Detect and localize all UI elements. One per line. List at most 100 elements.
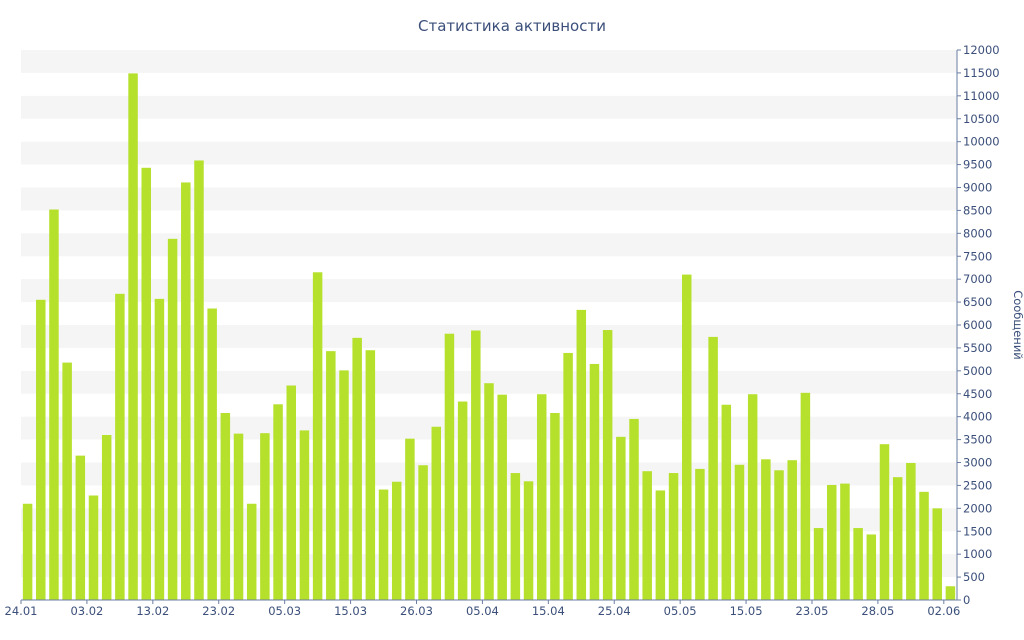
- grid-band: [21, 279, 957, 303]
- y-tick-labels: 0 500 1000 1500 2000 2500 3000 3500 4000 4500 5000…: [957, 43, 1000, 607]
- bar: [642, 471, 652, 600]
- bar: [154, 298, 165, 601]
- bar: [616, 436, 626, 600]
- grid-band: [21, 187, 957, 211]
- bar: [181, 182, 191, 600]
- y-tick-label: 1000: [963, 547, 992, 561]
- y-tick-label: 11000: [963, 89, 1000, 103]
- bar: [88, 495, 99, 600]
- x-tick-label: 05.04: [466, 604, 499, 618]
- bar: [761, 459, 771, 600]
- bar: [866, 534, 877, 600]
- bar: [457, 401, 468, 600]
- bar: [260, 433, 270, 600]
- bar: [589, 363, 600, 600]
- bar: [629, 418, 639, 600]
- y-tick-label: 7500: [963, 249, 992, 263]
- x-tick-label: 02.06: [927, 604, 960, 618]
- grid-band: [21, 95, 957, 119]
- bar: [879, 444, 890, 600]
- y-tick-label: 6500: [963, 295, 992, 309]
- bar: [919, 491, 929, 600]
- bar: [734, 464, 745, 600]
- bar: [668, 473, 679, 600]
- x-tick-label: 05.03: [268, 604, 301, 618]
- y-tick-label: 8500: [963, 203, 992, 217]
- bar: [418, 465, 428, 600]
- bar: [339, 370, 349, 601]
- grid-band: [21, 370, 957, 394]
- bar: [22, 503, 33, 600]
- x-tick-label: 28.05: [861, 604, 894, 618]
- y-tick-label: 2000: [963, 501, 992, 515]
- bar: [36, 299, 46, 600]
- bar: [299, 430, 310, 600]
- x-tick-label: 24.01: [5, 604, 38, 618]
- y-tick-label: 3000: [963, 456, 992, 470]
- y-tick-label: 7000: [963, 272, 992, 286]
- bar: [853, 528, 863, 600]
- bar: [576, 309, 587, 601]
- y-tick-label: 2500: [963, 478, 992, 492]
- y-tick-label: 3500: [963, 433, 992, 447]
- y-tick-label: 12000: [963, 43, 1000, 57]
- bar: [787, 460, 797, 600]
- bar: [220, 413, 231, 600]
- bar: [800, 392, 811, 600]
- bar: [536, 394, 547, 600]
- x-tick-label: 13.02: [136, 604, 169, 618]
- bar: [233, 433, 244, 601]
- bar: [444, 333, 455, 600]
- bar: [312, 272, 323, 600]
- bar: [207, 308, 217, 600]
- x-tick-label: 15.04: [532, 604, 565, 618]
- bar: [352, 337, 362, 600]
- grid-band: [21, 50, 957, 73]
- y-tick-label: 9500: [963, 158, 992, 172]
- x-tick-label: 15.05: [730, 604, 763, 618]
- bar: [49, 209, 59, 600]
- grid-band: [21, 233, 957, 257]
- bar: [326, 351, 336, 601]
- y-tick-label: 4500: [963, 387, 992, 401]
- bar: [115, 293, 125, 600]
- y-tick-label: 500: [963, 570, 985, 584]
- y-tick-label: 10000: [963, 135, 1000, 149]
- bar: [655, 490, 666, 600]
- x-tick-label: 03.02: [70, 604, 103, 618]
- chart-title: Статистика активности: [418, 17, 606, 35]
- bar: [906, 462, 916, 600]
- bar: [813, 528, 824, 600]
- grid-band: [21, 325, 957, 348]
- y-tick-label: 5000: [963, 364, 992, 378]
- bar: [62, 362, 72, 600]
- y-tick-label: 5500: [963, 341, 992, 355]
- bar: [932, 508, 942, 600]
- y-tick-label: 1500: [963, 524, 992, 538]
- bar: [405, 438, 415, 600]
- x-tick-labels: 24.01 03.02 13.02 23.02 05.03 15.03 26.03 05.04…: [5, 600, 960, 618]
- bar: [497, 394, 507, 600]
- bar: [286, 385, 296, 600]
- bar: [892, 477, 903, 600]
- bar: [708, 336, 718, 600]
- bar: [246, 503, 257, 600]
- bar: [563, 352, 573, 600]
- bar: [391, 481, 402, 600]
- bar: [550, 413, 560, 600]
- y-tick-label: 8000: [963, 226, 992, 240]
- bar: [378, 489, 389, 600]
- bar: [365, 350, 376, 600]
- bar: [747, 394, 758, 600]
- bar: [827, 484, 837, 600]
- x-tick-label: 23.05: [796, 604, 829, 618]
- y-tick-label: 0: [963, 593, 970, 607]
- x-tick-label: 23.02: [202, 604, 235, 618]
- x-tick-label: 26.03: [400, 604, 433, 618]
- bar: [945, 586, 956, 600]
- bar: [721, 404, 732, 600]
- bar: [141, 167, 151, 601]
- bar: [840, 483, 850, 600]
- bar: [523, 481, 534, 600]
